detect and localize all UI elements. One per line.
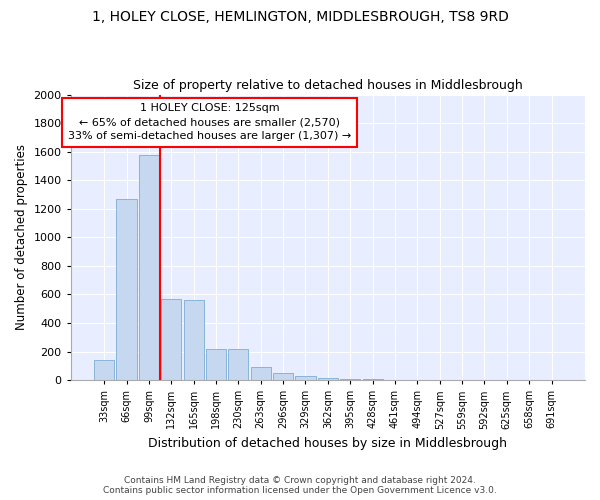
Bar	[273, 373, 293, 380]
Bar	[318, 378, 338, 380]
X-axis label: Distribution of detached houses by size in Middlesbrough: Distribution of detached houses by size …	[148, 437, 508, 450]
Y-axis label: Number of detached properties: Number of detached properties	[15, 144, 28, 330]
Text: 1, HOLEY CLOSE, HEMLINGTON, MIDDLESBROUGH, TS8 9RD: 1, HOLEY CLOSE, HEMLINGTON, MIDDLESBROUG…	[92, 10, 508, 24]
Text: Contains HM Land Registry data © Crown copyright and database right 2024.
Contai: Contains HM Land Registry data © Crown c…	[103, 476, 497, 495]
Bar	[184, 300, 203, 380]
Title: Size of property relative to detached houses in Middlesbrough: Size of property relative to detached ho…	[133, 79, 523, 92]
Bar	[251, 366, 271, 380]
Bar	[139, 154, 159, 380]
Bar	[206, 350, 226, 380]
Bar	[161, 298, 181, 380]
Bar	[116, 199, 137, 380]
Bar	[94, 360, 114, 380]
Bar	[295, 376, 316, 380]
Bar	[340, 378, 360, 380]
Bar	[229, 350, 248, 380]
Text: 1 HOLEY CLOSE: 125sqm
← 65% of detached houses are smaller (2,570)
33% of semi-d: 1 HOLEY CLOSE: 125sqm ← 65% of detached …	[68, 103, 351, 141]
